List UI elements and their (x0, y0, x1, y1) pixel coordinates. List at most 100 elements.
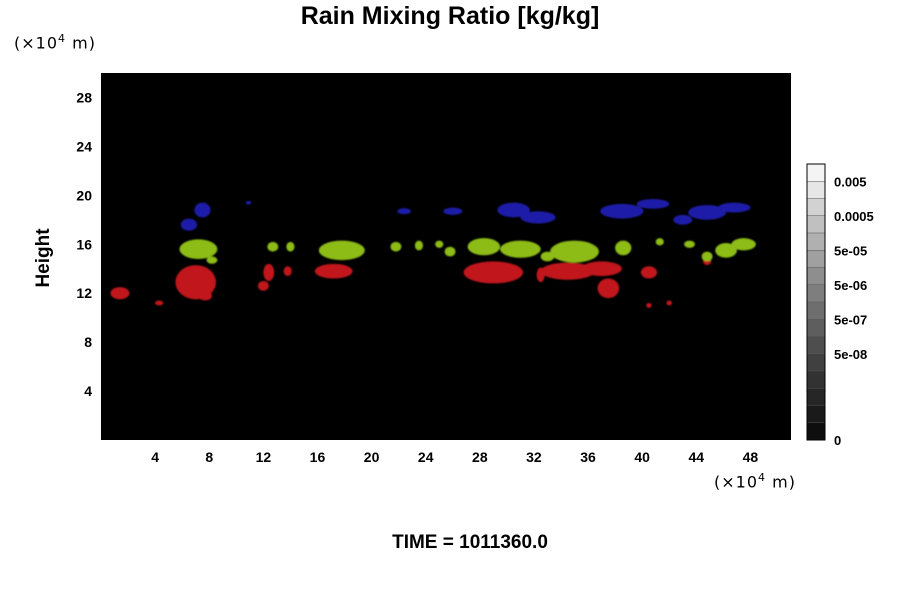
y-tick-label: 16 (76, 236, 92, 252)
red-rain-region (314, 263, 353, 279)
colorbar-label: 5e-07 (834, 312, 867, 327)
x-tick-label: 36 (580, 449, 596, 465)
blue-rain-region (180, 218, 198, 231)
green-rain-region (655, 238, 664, 246)
y-unit-suffix: m) (66, 33, 96, 53)
green-rain-region (286, 241, 295, 252)
x-axis-unit: (×104 m) (714, 471, 796, 491)
x-tick-label: 4 (151, 449, 159, 465)
red-rain-region (263, 263, 275, 281)
red-rain-region (540, 262, 595, 280)
y-unit-exponent: 4 (58, 32, 67, 45)
time-label: TIME = 1011360.0 (392, 532, 548, 553)
green-rain-region (467, 238, 501, 256)
colorbar-label: 0 (834, 433, 841, 448)
x-tick-label: 8 (205, 449, 213, 465)
x-unit-exponent: 4 (758, 471, 767, 484)
x-tick-label: 24 (418, 449, 434, 465)
blue-rain-region (688, 205, 727, 220)
green-rain-region (731, 238, 756, 251)
green-rain-region (701, 251, 713, 262)
red-rain-region (597, 278, 620, 299)
colorbar-label: 0.0005 (834, 209, 874, 224)
colorbar-segment (807, 233, 825, 251)
y-axis-unit: (×104 m) (14, 32, 96, 52)
blue-rain-region (245, 200, 252, 205)
colorbar-label: 5e-06 (834, 278, 867, 293)
plot-area (101, 73, 791, 440)
green-rain-region (414, 240, 423, 251)
blue-rain-region (600, 203, 644, 219)
x-tick-label: 20 (364, 449, 380, 465)
red-rain-region (666, 300, 672, 306)
green-rain-region (318, 240, 365, 261)
colorbar-segment (807, 250, 825, 268)
x-tick-label: 48 (743, 449, 759, 465)
x-tick-label: 16 (310, 449, 326, 465)
colorbar-segment (807, 371, 825, 389)
green-rain-region (615, 240, 632, 256)
colorbar-label: 5e-05 (834, 243, 867, 258)
y-tick-label: 12 (76, 285, 92, 301)
colorbar-label: 5e-08 (834, 347, 867, 362)
red-rain-region (155, 300, 164, 306)
y-tick-label: 24 (76, 138, 92, 154)
green-rain-region (179, 239, 218, 259)
green-rain-region (435, 240, 444, 248)
red-rain-region (198, 290, 212, 301)
green-rain-region (206, 256, 218, 264)
green-rain-region (684, 240, 695, 248)
blue-rain-region (636, 199, 670, 209)
red-rain-region (646, 302, 652, 308)
chart-title: Rain Mixing Ratio [kg/kg] (300, 2, 600, 30)
red-rain-region (581, 261, 622, 277)
colorbar-segment (807, 353, 825, 372)
red-rain-region (283, 266, 292, 277)
colorbar-segment (807, 284, 825, 303)
blue-rain-region (717, 202, 751, 213)
red-rain-region (110, 287, 130, 300)
colorbar-segment (807, 302, 825, 320)
colorbar-segment (807, 181, 825, 199)
red-rain-region (640, 266, 658, 279)
green-rain-region (550, 240, 599, 263)
colorbar-segment (807, 267, 825, 286)
green-rain-region (390, 241, 402, 252)
colorbar-segment (807, 198, 825, 217)
blue-rain-region (520, 211, 556, 224)
blue-rain-region (397, 208, 411, 215)
colorbar: 0.005 0.0005 5e-05 5e-06 5e-07 5e-08 0 (806, 163, 874, 448)
x-tick-label: 44 (689, 449, 705, 465)
red-rain-region (463, 261, 524, 284)
green-rain-region (715, 243, 737, 258)
green-rain-region (444, 246, 456, 257)
blue-rain-region (194, 202, 211, 218)
colorbar-segment (807, 388, 825, 406)
x-tick-label: 40 (634, 449, 650, 465)
y-unit-prefix: (×10 (14, 33, 59, 53)
green-rain-region (500, 240, 541, 258)
blue-rain-region (443, 207, 463, 215)
colorbar-segment (807, 405, 825, 424)
x-tick-label: 32 (526, 449, 542, 465)
x-tick-label: 28 (472, 449, 488, 465)
colorbar-segment (807, 336, 825, 355)
y-tick-label: 4 (84, 383, 92, 399)
colorbar-segment (807, 164, 825, 182)
x-unit-prefix: (×10 (714, 472, 759, 492)
green-rain-region (267, 241, 279, 252)
y-tick-label: 28 (76, 89, 92, 105)
colorbar-segment (807, 422, 825, 441)
y-tick-label: 20 (76, 187, 92, 203)
colorbar-label: 0.005 (834, 174, 867, 189)
x-unit-suffix: m) (766, 472, 796, 492)
y-tick-label: 8 (84, 334, 92, 350)
blue-rain-region (497, 202, 530, 218)
colorbar-segment (807, 319, 825, 337)
colorbar-frame (806, 163, 826, 441)
red-rain-region (257, 280, 269, 291)
x-tick-label: 12 (256, 449, 272, 465)
blue-rain-region (673, 214, 693, 225)
colorbar-segment (807, 215, 825, 234)
